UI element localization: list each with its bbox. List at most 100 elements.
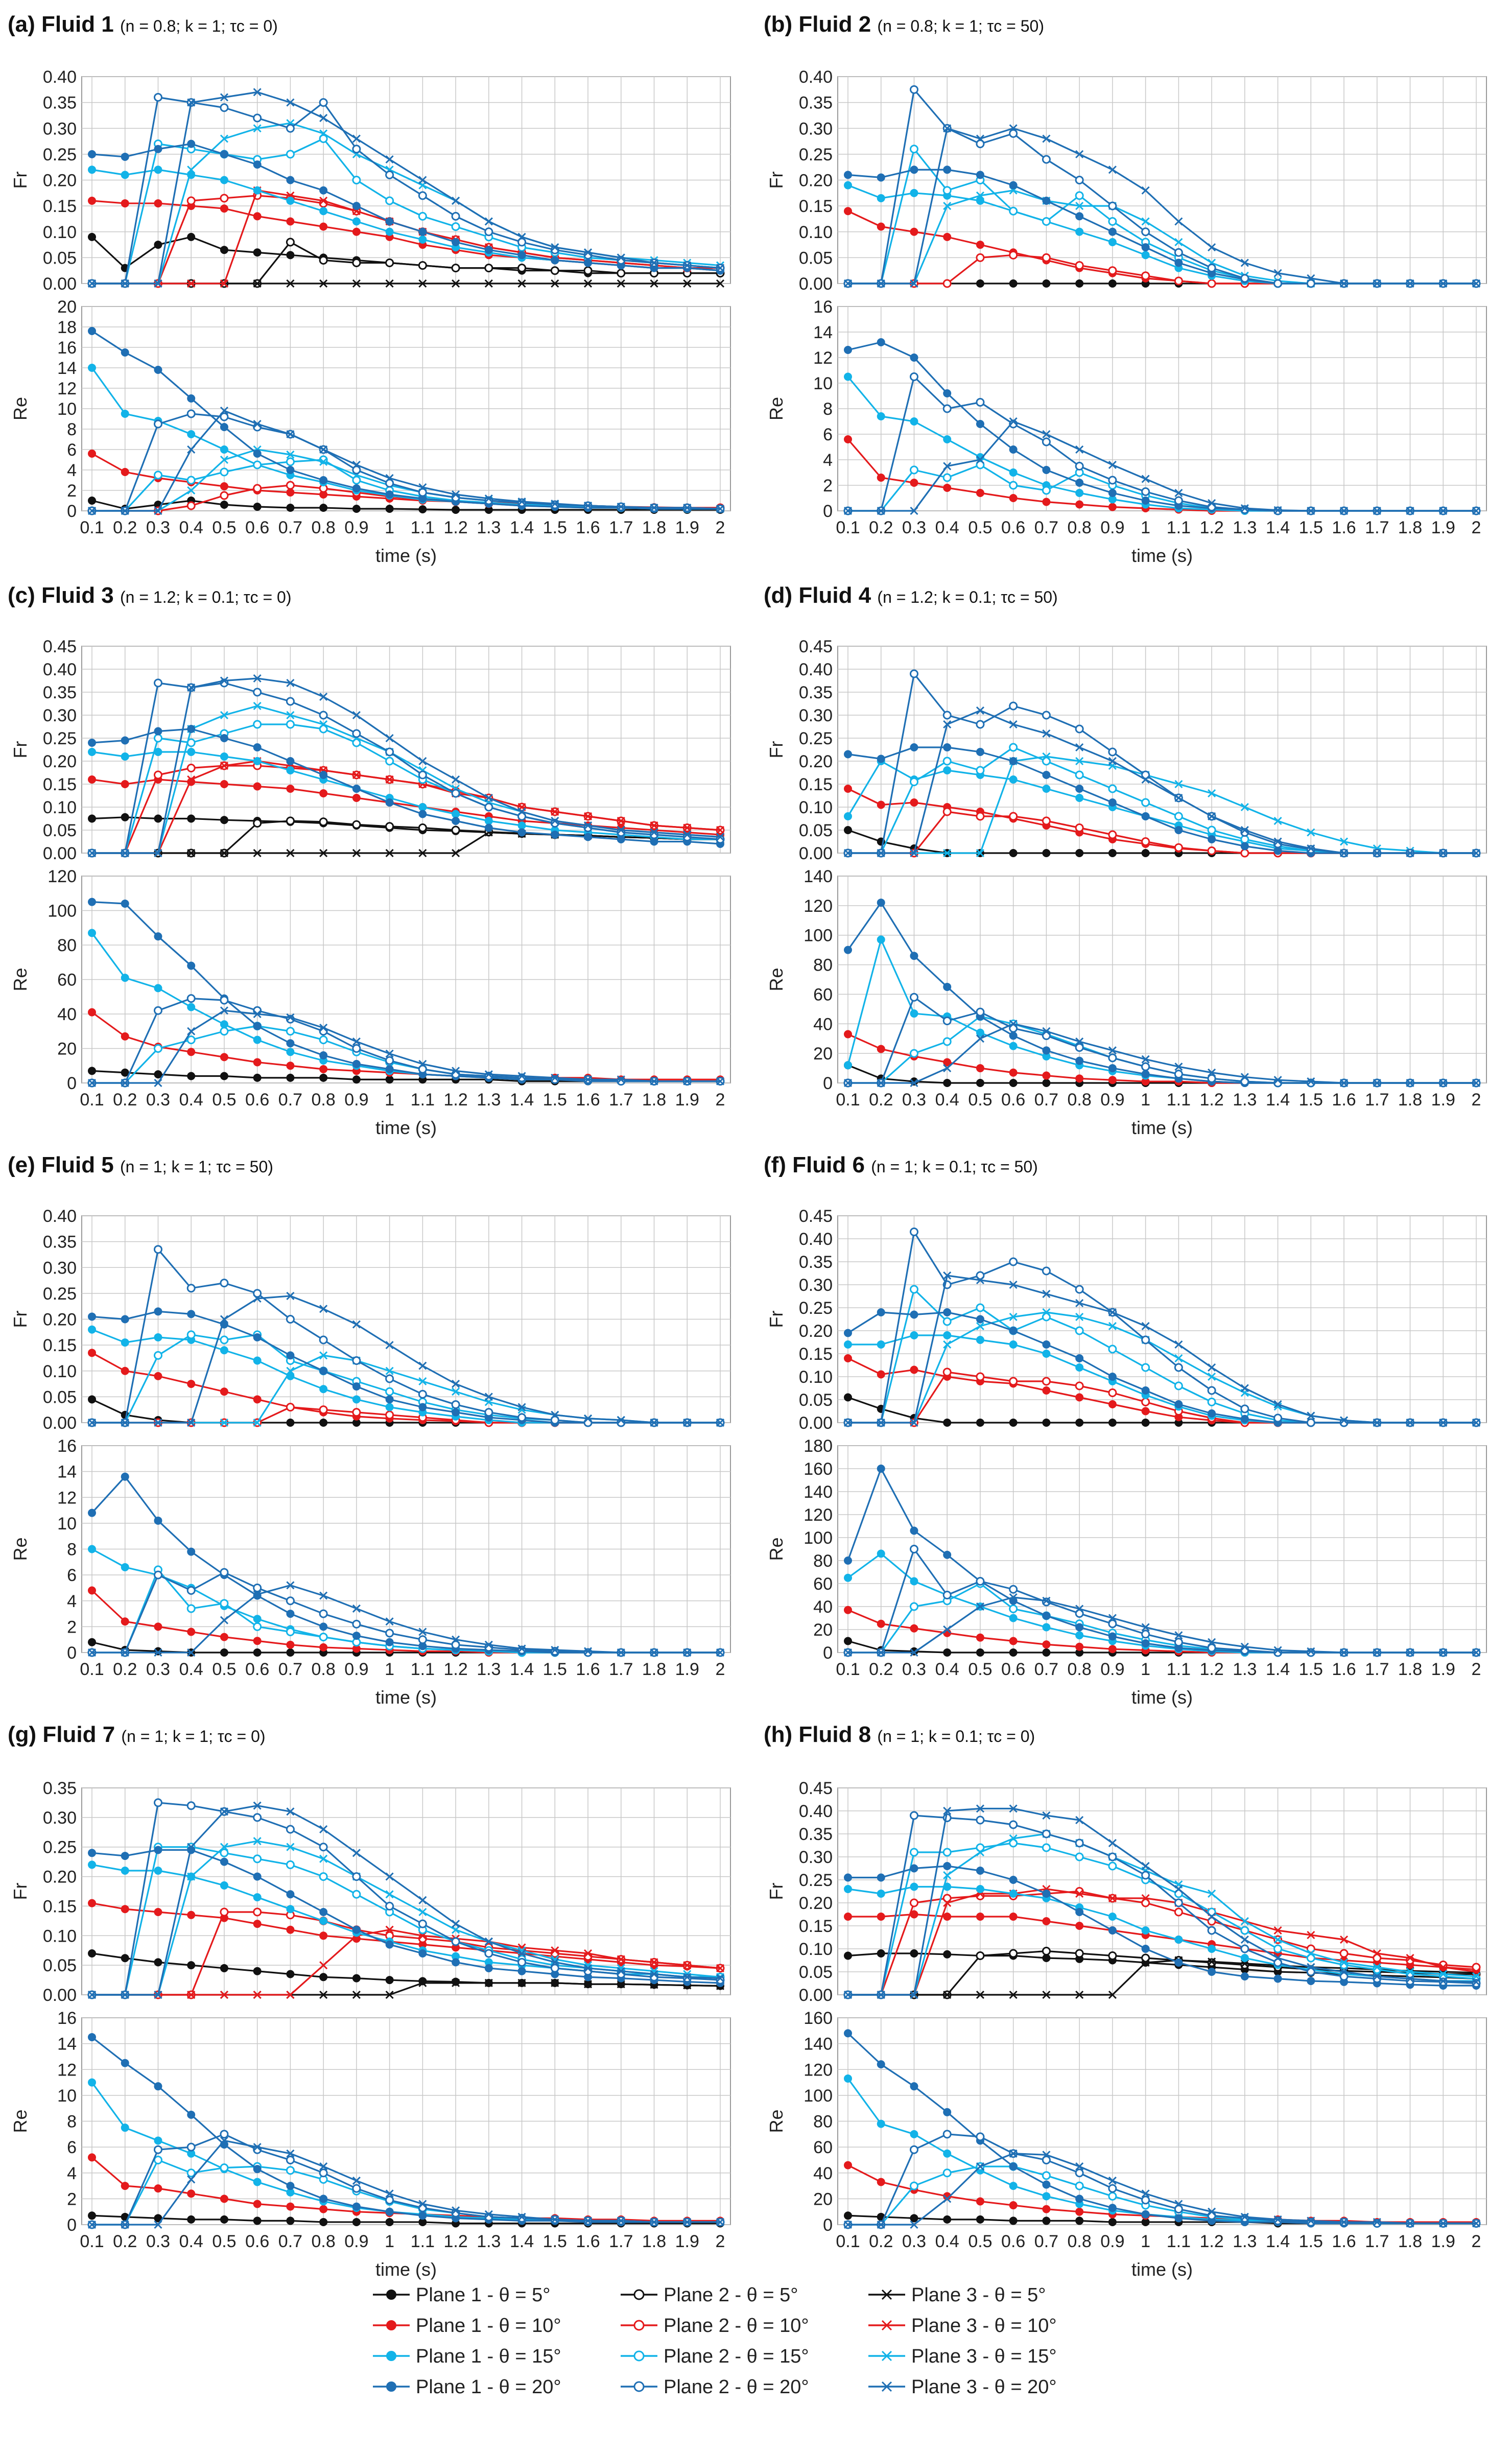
y-tick-label: 6 (67, 1566, 77, 1585)
data-point (187, 1027, 196, 1035)
data-point (1240, 835, 1249, 844)
data-point (286, 217, 295, 226)
x-tick-label: 0.4 (179, 518, 203, 537)
series-line (92, 760, 721, 854)
data-point (452, 1920, 460, 1928)
y-tick-label: 18 (57, 318, 77, 337)
data-point (843, 1078, 853, 1088)
data-point (187, 1418, 196, 1427)
data-point (1042, 1350, 1051, 1358)
data-point (517, 497, 526, 506)
data-point (1439, 848, 1448, 858)
data-point (1373, 2218, 1381, 2227)
data-point (1075, 1815, 1084, 1825)
y-tick-label: 0 (67, 2215, 77, 2235)
data-point (877, 1308, 885, 1316)
data-point (1141, 775, 1150, 784)
data-point (1042, 1340, 1051, 1349)
data-point (877, 1990, 885, 1999)
data-point (253, 186, 262, 195)
data-point (517, 251, 526, 260)
data-point (1108, 1308, 1117, 1317)
data-point (1207, 1386, 1216, 1395)
data-point (319, 2168, 328, 2178)
data-point (910, 2130, 918, 2138)
data-point (1042, 2155, 1051, 2164)
data-point (253, 819, 262, 828)
data-point (153, 770, 162, 780)
data-point (319, 1961, 328, 1970)
y-tick-label: 0.25 (799, 1871, 833, 1890)
series-line (92, 1584, 720, 1654)
data-point (1141, 1322, 1150, 1331)
data-point (153, 1570, 162, 1579)
series-line (848, 1842, 1477, 1996)
data-point (385, 747, 394, 757)
data-point (844, 946, 852, 954)
x-tick-label: 1.7 (1365, 1660, 1389, 1679)
data-point (121, 1867, 129, 1875)
subplot-d-fr: 0.000.050.100.150.200.250.300.350.400.45… (766, 637, 1487, 863)
data-point (1373, 2219, 1382, 2228)
data-point (1042, 1811, 1051, 1820)
data-point (253, 2216, 262, 2225)
x-axis-label: time (s) (1131, 1117, 1193, 1138)
data-point (976, 1336, 984, 1344)
data-point (352, 820, 361, 829)
data-point (617, 1955, 625, 1964)
data-point (286, 785, 295, 793)
data-point (551, 499, 559, 508)
data-point (153, 419, 162, 429)
data-point (1009, 417, 1018, 426)
data-point (286, 1843, 295, 1851)
data-point (220, 455, 229, 464)
data-point (942, 1017, 952, 1025)
y-tick-label: 140 (804, 1482, 833, 1502)
data-point (187, 1310, 196, 1318)
data-point (517, 828, 526, 837)
x-tick-label: 0.6 (1001, 1090, 1025, 1110)
data-point (942, 186, 952, 195)
y-tick-label: 0.35 (799, 1253, 833, 1272)
y-tick-label: 0.15 (799, 1345, 833, 1364)
data-point (1042, 849, 1051, 857)
data-point (187, 1961, 196, 1970)
data-point (154, 814, 162, 823)
data-point (220, 1807, 229, 1816)
data-point (1141, 1407, 1150, 1416)
data-point (1141, 1363, 1150, 1372)
data-point (877, 2220, 885, 2229)
y-tick-label: 10 (57, 2086, 77, 2106)
data-point (286, 1807, 295, 1816)
data-point (187, 1547, 196, 1556)
data-point (1141, 1419, 1150, 1427)
data-point (319, 1908, 328, 1916)
y-tick-label: 0.20 (43, 171, 77, 191)
x-tick-label: 2 (716, 1660, 725, 1679)
data-point (1108, 1926, 1117, 1935)
x-tick-label: 0.3 (902, 518, 926, 537)
x-tick-label: 1.1 (1167, 518, 1191, 537)
data-point (517, 1949, 526, 1958)
data-point (319, 222, 328, 231)
data-point (319, 1643, 328, 1652)
data-point (385, 848, 394, 858)
data-point (319, 1419, 328, 1427)
data-point (1009, 720, 1018, 729)
x-tick-label: 0.9 (1100, 2232, 1124, 2251)
data-point (910, 798, 918, 807)
data-point (319, 1622, 328, 1631)
data-point (286, 848, 295, 858)
data-point (88, 327, 96, 335)
data-point (1042, 771, 1051, 779)
data-point (1075, 176, 1084, 184)
data-point (121, 1648, 129, 1657)
data-point (943, 1806, 952, 1815)
data-point (484, 793, 493, 803)
data-point (253, 1615, 262, 1623)
x-tick-label: 1 (385, 1090, 394, 1110)
data-point (1273, 1413, 1283, 1423)
data-point (1141, 227, 1150, 237)
series-line (92, 831, 720, 854)
data-point (352, 1872, 361, 1881)
